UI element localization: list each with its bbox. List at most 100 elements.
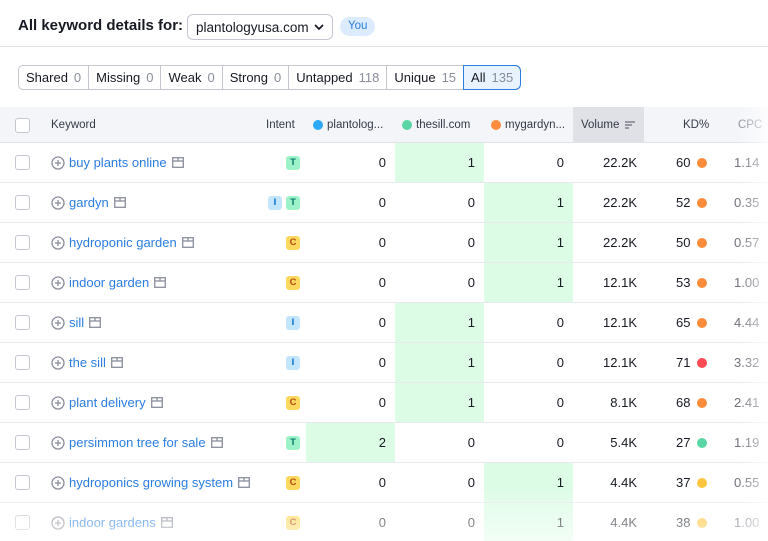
kd-cell: 68 bbox=[676, 383, 708, 422]
table-body: buy plants online T 0 1 0 22.2K 60 1.14 … bbox=[0, 143, 768, 541]
kd-value: 27 bbox=[676, 435, 691, 450]
keyword-link[interactable]: indoor gardens bbox=[69, 515, 156, 530]
intent-cell: C bbox=[255, 463, 300, 502]
kd-cell: 53 bbox=[676, 263, 708, 302]
filter-label: Strong bbox=[229, 70, 269, 85]
add-keyword-icon[interactable] bbox=[51, 195, 65, 210]
domain2-position: 0 bbox=[467, 515, 475, 530]
keyword-link[interactable]: hydroponics growing system bbox=[69, 475, 234, 490]
filter-label: Weak bbox=[168, 70, 202, 85]
filter-tab-all[interactable]: All 135 bbox=[463, 65, 522, 90]
keyword-cell: plant delivery bbox=[51, 383, 163, 422]
serp-features-icon[interactable] bbox=[113, 197, 126, 208]
volume-value: 12.1K bbox=[603, 315, 637, 330]
row-checkbox[interactable] bbox=[15, 195, 30, 210]
column-domain2[interactable]: thesill.com bbox=[402, 107, 470, 143]
page-title: All keyword details for: bbox=[18, 17, 184, 34]
row-checkbox[interactable] bbox=[15, 475, 30, 490]
filter-tab-missing[interactable]: Missing 0 bbox=[89, 66, 162, 89]
domain-select[interactable]: plantologyusa.com bbox=[187, 14, 333, 40]
domain2-position: 0 bbox=[467, 195, 475, 210]
filter-count: 118 bbox=[358, 70, 380, 85]
column-domain3[interactable]: mygardyn... bbox=[491, 107, 565, 143]
serp-features-icon[interactable] bbox=[154, 277, 167, 288]
add-keyword-icon[interactable] bbox=[51, 475, 65, 490]
row-checkbox[interactable] bbox=[15, 315, 30, 330]
row-checkbox[interactable] bbox=[15, 395, 30, 410]
domain-select-value: plantologyusa.com bbox=[196, 19, 309, 35]
row-checkbox[interactable] bbox=[15, 235, 30, 250]
intent-badge-I: I bbox=[286, 315, 300, 330]
serp-features-icon[interactable] bbox=[150, 397, 163, 408]
row-checkbox[interactable] bbox=[15, 355, 30, 370]
kd-value: 68 bbox=[676, 395, 691, 410]
add-keyword-icon[interactable] bbox=[51, 235, 65, 250]
intent-badge-C: C bbox=[286, 475, 300, 490]
serp-features-icon[interactable] bbox=[238, 477, 250, 488]
row-select-cell bbox=[15, 143, 30, 182]
keyword-link[interactable]: buy plants online bbox=[69, 155, 167, 170]
row-checkbox[interactable] bbox=[15, 275, 30, 290]
kd-cell: 65 bbox=[676, 303, 708, 342]
row-select-cell bbox=[15, 183, 30, 222]
serp-features-icon[interactable] bbox=[110, 357, 123, 368]
add-keyword-icon[interactable] bbox=[51, 315, 65, 330]
select-all-checkbox[interactable] bbox=[15, 117, 30, 133]
serp-features-icon[interactable] bbox=[181, 237, 194, 248]
kd-cell: 50 bbox=[676, 223, 708, 262]
serp-features-icon[interactable] bbox=[89, 317, 102, 328]
keyword-cell: indoor garden bbox=[51, 263, 167, 302]
keyword-link[interactable]: indoor garden bbox=[69, 275, 150, 290]
add-keyword-icon[interactable] bbox=[51, 155, 65, 170]
add-keyword-icon[interactable] bbox=[51, 435, 65, 450]
filter-tab-untapped[interactable]: Untapped 118 bbox=[289, 66, 388, 89]
column-domain1[interactable]: plantolog... bbox=[313, 107, 383, 143]
keyword-link[interactable]: persimmon tree for sale bbox=[69, 435, 206, 450]
cpc-value: 1.00 bbox=[734, 275, 760, 290]
column-intent[interactable]: Intent bbox=[266, 119, 295, 131]
filter-tab-weak[interactable]: Weak 0 bbox=[161, 66, 223, 89]
keyword-link[interactable]: plant delivery bbox=[69, 395, 146, 410]
column-volume[interactable]: Volume bbox=[573, 107, 644, 143]
keyword-cell: the sill bbox=[51, 343, 123, 382]
intent-cell: C bbox=[255, 383, 300, 422]
add-keyword-icon[interactable] bbox=[51, 515, 65, 530]
add-keyword-icon[interactable] bbox=[51, 355, 65, 370]
serp-features-icon[interactable] bbox=[171, 157, 184, 168]
row-checkbox[interactable] bbox=[15, 155, 30, 170]
row-checkbox[interactable] bbox=[15, 435, 30, 450]
kd-difficulty-dot-icon bbox=[697, 237, 708, 248]
filter-tab-shared[interactable]: Shared 0 bbox=[19, 66, 90, 89]
filter-count: 0 bbox=[274, 70, 282, 85]
volume-value: 4.4K bbox=[610, 515, 637, 530]
keyword-link[interactable]: the sill bbox=[69, 355, 106, 370]
kd-value: 50 bbox=[676, 235, 691, 250]
domain3-position: 1 bbox=[484, 463, 573, 502]
page-header: All keyword details for: plantologyusa.c… bbox=[0, 0, 768, 47]
keyword-link[interactable]: sill bbox=[69, 315, 85, 330]
keyword-link[interactable]: gardyn bbox=[69, 195, 109, 210]
row-select-cell bbox=[15, 423, 30, 462]
row-select-cell bbox=[15, 463, 30, 502]
volume-value: 22.2K bbox=[603, 195, 637, 210]
filter-tab-unique[interactable]: Unique 15 bbox=[387, 66, 465, 89]
sort-descending-icon bbox=[625, 121, 636, 129]
domain2-label: thesill.com bbox=[416, 119, 471, 131]
add-keyword-icon[interactable] bbox=[51, 395, 65, 410]
serp-features-icon[interactable] bbox=[160, 517, 173, 528]
filter-count: 0 bbox=[146, 70, 154, 85]
keyword-cell: persimmon tree for sale bbox=[51, 423, 223, 462]
kd-difficulty-dot-icon bbox=[697, 317, 708, 328]
column-keyword[interactable]: Keyword bbox=[51, 119, 96, 131]
serp-features-icon[interactable] bbox=[210, 437, 223, 448]
column-cpc[interactable]: CPC bbox=[738, 119, 763, 131]
filter-tab-strong[interactable]: Strong 0 bbox=[223, 66, 290, 89]
row-checkbox[interactable] bbox=[15, 515, 30, 530]
add-keyword-icon[interactable] bbox=[51, 275, 65, 290]
domain2-position: 0 bbox=[467, 235, 475, 250]
table-row: indoor gardens C 0 0 1 4.4K 38 1.00 bbox=[0, 503, 768, 541]
keyword-link[interactable]: hydroponic garden bbox=[69, 235, 177, 250]
intent-cell: C bbox=[255, 263, 300, 302]
column-kd[interactable]: KD% bbox=[683, 119, 710, 131]
